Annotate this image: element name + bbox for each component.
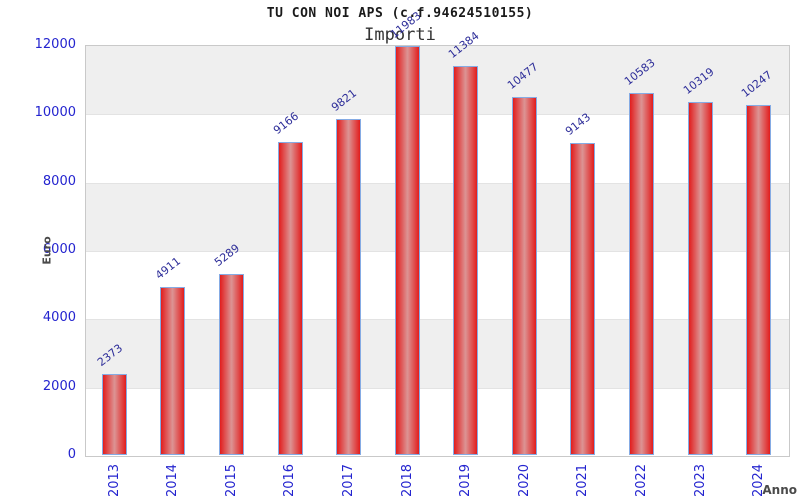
x-tick-label: 2019 bbox=[458, 463, 474, 497]
gridline bbox=[86, 114, 789, 116]
x-axis-title: Anno bbox=[762, 483, 797, 497]
bar-2013 bbox=[101, 373, 127, 455]
x-tick-label: 2016 bbox=[282, 463, 298, 497]
bar-2016 bbox=[277, 141, 303, 455]
y-tick-label: 0 bbox=[67, 447, 76, 462]
bar-2021 bbox=[570, 142, 596, 455]
bar-2017 bbox=[336, 119, 362, 455]
bar-2022 bbox=[629, 93, 655, 455]
gridline bbox=[86, 182, 789, 184]
bar-2019 bbox=[453, 66, 479, 455]
gridline bbox=[86, 319, 789, 321]
y-axis-title: Euro bbox=[39, 230, 55, 270]
y-axis-title-text: Euro bbox=[40, 235, 54, 265]
x-tick-label: 2014 bbox=[165, 463, 181, 497]
band-gray bbox=[86, 182, 789, 251]
plot-area bbox=[85, 45, 790, 457]
x-tick-label: 2018 bbox=[399, 463, 415, 497]
bar-2023 bbox=[687, 102, 713, 455]
x-tick-label: 2023 bbox=[692, 463, 708, 497]
bar-2020 bbox=[511, 97, 537, 455]
x-tick-label: 2013 bbox=[106, 463, 122, 497]
y-tick-label: 12000 bbox=[34, 37, 76, 52]
bar-2015 bbox=[218, 274, 244, 455]
x-tick-label: 2021 bbox=[575, 463, 591, 497]
band-gray bbox=[86, 319, 789, 388]
gridline bbox=[86, 251, 789, 252]
x-tick-label: 2022 bbox=[634, 463, 650, 497]
y-tick-label: 6000 bbox=[42, 242, 76, 257]
y-tick-label: 8000 bbox=[42, 173, 76, 189]
band-gray bbox=[86, 46, 789, 115]
x-tick-label: 2015 bbox=[223, 463, 239, 497]
gridline bbox=[86, 387, 789, 389]
x-tick-label: 2020 bbox=[516, 463, 532, 497]
bar-2014 bbox=[160, 287, 186, 455]
y-tick-label: 4000 bbox=[42, 310, 76, 326]
y-tick-label: 2000 bbox=[42, 378, 76, 394]
x-tick-label: 2017 bbox=[341, 463, 357, 497]
bar-2024 bbox=[746, 104, 772, 455]
y-tick-label: 10000 bbox=[34, 105, 76, 121]
chart-subtitle: Importi bbox=[364, 25, 436, 45]
chart-title: TU CON NOI APS (c.f.94624510155) bbox=[266, 6, 534, 21]
bar-2018 bbox=[394, 45, 420, 455]
